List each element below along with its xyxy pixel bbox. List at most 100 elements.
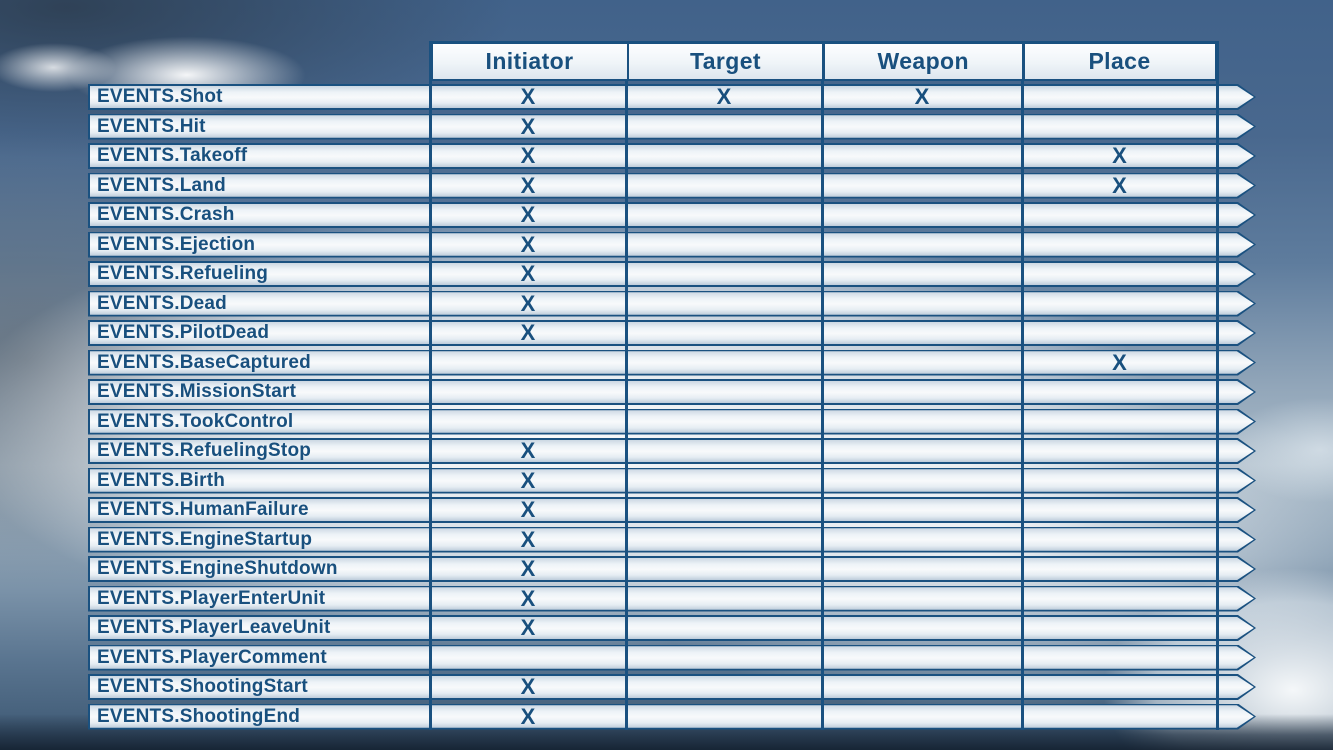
table-row: EVENTS.EngineShutdown X xyxy=(88,556,1256,582)
table-row: EVENTS.PilotDead X xyxy=(88,320,1256,346)
table-row: EVENTS.BaseCaptured X xyxy=(88,349,1256,376)
row-cell: X xyxy=(716,84,732,109)
table-row: EVENTS.Takeoff X X xyxy=(88,143,1256,169)
row-arrow-fill xyxy=(90,174,1254,196)
column-divider xyxy=(1021,41,1024,730)
column-header-place: Place xyxy=(1024,43,1215,79)
row-arrow-fill xyxy=(90,86,1254,108)
table-row: EVENTS.Hit X xyxy=(88,113,1256,140)
row-content: EVENTS.PlayerComment xyxy=(88,645,1256,671)
row-cell: X xyxy=(520,172,536,198)
row-label: EVENTS.RefuelingStop xyxy=(97,440,312,461)
row-content: EVENTS.PlayerLeaveUnit X xyxy=(88,615,1256,641)
row-cell: X xyxy=(520,113,536,139)
table-row: EVENTS.EngineStartup X xyxy=(88,526,1256,553)
row-label: EVENTS.Takeoff xyxy=(97,145,248,166)
row-content: EVENTS.MissionStart xyxy=(88,379,1256,405)
row-arrow-fill xyxy=(90,676,1254,698)
row-content: EVENTS.Land X X xyxy=(88,173,1256,199)
row-arrow-fill xyxy=(90,322,1254,344)
row-label: EVENTS.Ejection xyxy=(97,233,256,255)
row-arrow-fill xyxy=(90,233,1254,255)
row-content: EVENTS.PlayerEnterUnit X xyxy=(88,586,1256,612)
row-arrow-fill xyxy=(90,705,1254,727)
table-row: EVENTS.PlayerLeaveUnit X xyxy=(88,615,1256,641)
row-arrow-fill xyxy=(90,558,1254,580)
table-row: EVENTS.HumanFailure X xyxy=(88,497,1256,523)
row-content: EVENTS.ShootingEnd X xyxy=(88,704,1256,730)
table-row: EVENTS.RefuelingStop X xyxy=(88,438,1256,464)
row-label: EVENTS.Shot xyxy=(97,86,223,107)
column-divider xyxy=(1216,41,1219,730)
row-label: EVENTS.Refueling xyxy=(97,263,269,284)
row-content: EVENTS.ShootingStart X xyxy=(88,674,1256,700)
row-arrow-fill xyxy=(90,528,1254,550)
row-arrow-fill xyxy=(90,499,1254,521)
row-label: EVENTS.Crash xyxy=(97,204,235,225)
column-header-weapon: Weapon xyxy=(824,43,1022,79)
row-cell: X xyxy=(520,290,536,316)
column-header-initiator: Initiator xyxy=(432,43,627,79)
row-arrow-fill xyxy=(90,292,1254,314)
row-content: EVENTS.Birth X xyxy=(88,468,1256,494)
table-row: EVENTS.ShootingStart X xyxy=(88,674,1256,700)
row-label: EVENTS.Land xyxy=(97,174,226,196)
column-divider xyxy=(625,41,628,730)
row-arrow-fill xyxy=(90,617,1254,639)
row-label: EVENTS.TookControl xyxy=(97,410,294,432)
row-cell: X xyxy=(520,231,536,257)
table-row: EVENTS.PlayerEnterUnit X xyxy=(88,585,1256,612)
row-cell: X xyxy=(520,497,536,522)
row-content: EVENTS.Dead X xyxy=(88,291,1256,317)
row-label: EVENTS.PlayerEnterUnit xyxy=(97,587,326,609)
row-label: EVENTS.Hit xyxy=(97,115,206,137)
row-arrow-fill xyxy=(90,381,1254,403)
row-cell: X xyxy=(914,84,930,109)
row-label: EVENTS.Birth xyxy=(97,469,226,491)
row-label: EVENTS.EngineShutdown xyxy=(97,558,338,579)
row-content: EVENTS.Ejection X xyxy=(88,232,1256,258)
table-row: EVENTS.Land X X xyxy=(88,172,1256,199)
table-row: EVENTS.Ejection X xyxy=(88,231,1256,258)
row-label: EVENTS.PlayerComment xyxy=(97,646,327,668)
table-header: Initiator Target Weapon Place xyxy=(430,41,1217,81)
row-arrow-fill xyxy=(90,587,1254,609)
table-row: EVENTS.ShootingEnd X xyxy=(88,703,1256,730)
row-content: EVENTS.TookControl xyxy=(88,409,1256,435)
row-cell: X xyxy=(520,320,536,345)
row-content: EVENTS.Shot X X X xyxy=(88,84,1256,110)
row-cell: X xyxy=(520,526,536,552)
row-cell: X xyxy=(1112,349,1127,375)
row-cell: X xyxy=(520,556,536,581)
column-divider xyxy=(821,41,824,730)
row-label: EVENTS.EngineStartup xyxy=(97,528,313,550)
row-label: EVENTS.BaseCaptured xyxy=(97,351,311,373)
row-arrow-fill xyxy=(90,440,1254,462)
row-cell: X xyxy=(520,84,536,109)
row-arrow-fill xyxy=(90,115,1254,137)
row-cell: X xyxy=(520,615,536,640)
row-cell: X xyxy=(520,438,536,463)
table-row: EVENTS.PlayerComment xyxy=(88,645,1256,671)
row-content: EVENTS.EngineStartup X xyxy=(88,527,1256,553)
row-cell: X xyxy=(520,143,536,168)
row-content: EVENTS.Takeoff X X xyxy=(88,143,1256,169)
row-arrow-fill xyxy=(90,204,1254,226)
row-content: EVENTS.EngineShutdown X xyxy=(88,556,1256,582)
row-content: EVENTS.PilotDead X xyxy=(88,320,1256,346)
table-row: EVENTS.Birth X xyxy=(88,467,1256,494)
row-arrow-fill xyxy=(90,351,1254,373)
table-row: EVENTS.MissionStart xyxy=(88,379,1256,405)
column-header-target: Target xyxy=(629,43,822,79)
table-row: EVENTS.Crash X xyxy=(88,202,1256,228)
rows-layer: EVENTS.Shot X X X EVENTS.Hit X EVENTS.Ta… xyxy=(88,84,1256,730)
table-row: EVENTS.TookControl xyxy=(88,409,1256,435)
row-label: EVENTS.ShootingEnd xyxy=(97,705,301,727)
row-arrow-fill xyxy=(90,646,1254,668)
row-content: EVENTS.Hit X xyxy=(88,114,1256,140)
row-label: EVENTS.PilotDead xyxy=(97,322,270,343)
row-cell: X xyxy=(1112,143,1127,168)
table-row: EVENTS.Shot X X X xyxy=(88,84,1256,110)
table-row: EVENTS.Dead X xyxy=(88,290,1256,317)
row-label: EVENTS.Dead xyxy=(97,292,227,314)
